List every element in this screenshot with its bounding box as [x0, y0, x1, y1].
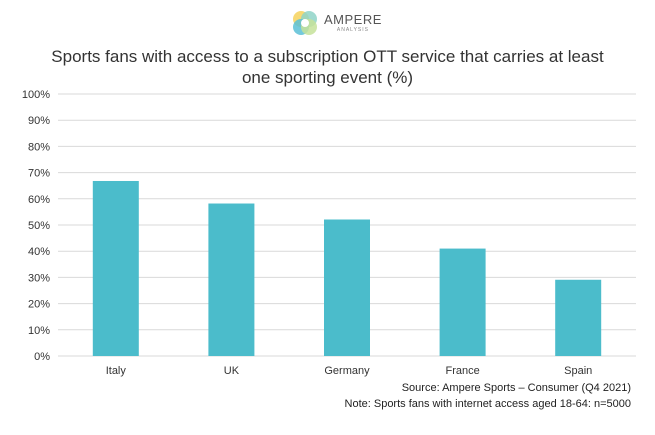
y-tick-label: 20%: [28, 299, 50, 311]
x-tick-label: France: [445, 365, 479, 377]
bar-germany: [324, 219, 370, 356]
logo-subtitle: ANALYSIS: [336, 27, 369, 33]
y-tick-label: 100%: [22, 89, 50, 101]
y-tick-label: 50%: [28, 220, 50, 232]
ampere-logo: AMPERE ANALYSIS: [290, 8, 382, 38]
y-tick-label: 10%: [28, 325, 50, 337]
logo-name: AMPERE: [324, 12, 382, 27]
source-note: Source: Ampere Sports – Consumer (Q4 202…: [401, 382, 631, 394]
y-tick-label: 30%: [28, 272, 50, 284]
y-axis-ticks: 0% 10% 20% 30% 40% 50% 60% 70% 80% 90% 100%: [22, 89, 50, 363]
y-tick-label: 0%: [34, 351, 50, 363]
y-tick-label: 40%: [28, 246, 50, 258]
y-tick-label: 70%: [28, 168, 50, 180]
y-tick-label: 90%: [28, 115, 50, 127]
y-tick-label: 80%: [28, 141, 50, 153]
y-tick-label: 60%: [28, 194, 50, 206]
sample-note: Note: Sports fans with internet access a…: [344, 398, 631, 410]
x-tick-label: Spain: [564, 365, 592, 377]
x-tick-label: UK: [224, 365, 240, 377]
x-tick-label: Italy: [106, 365, 127, 377]
bar-france: [439, 248, 486, 356]
bar-uk: [208, 203, 255, 356]
x-tick-label: Germany: [324, 365, 370, 377]
bars: [92, 180, 602, 356]
chart-title: Sports fans with access to a subscriptio…: [51, 47, 604, 87]
bar-italy: [92, 180, 139, 356]
x-axis-ticks: Italy UK Germany France Spain: [106, 365, 593, 377]
bar-spain: [555, 279, 602, 356]
ampere-logo-icon: [293, 11, 317, 35]
